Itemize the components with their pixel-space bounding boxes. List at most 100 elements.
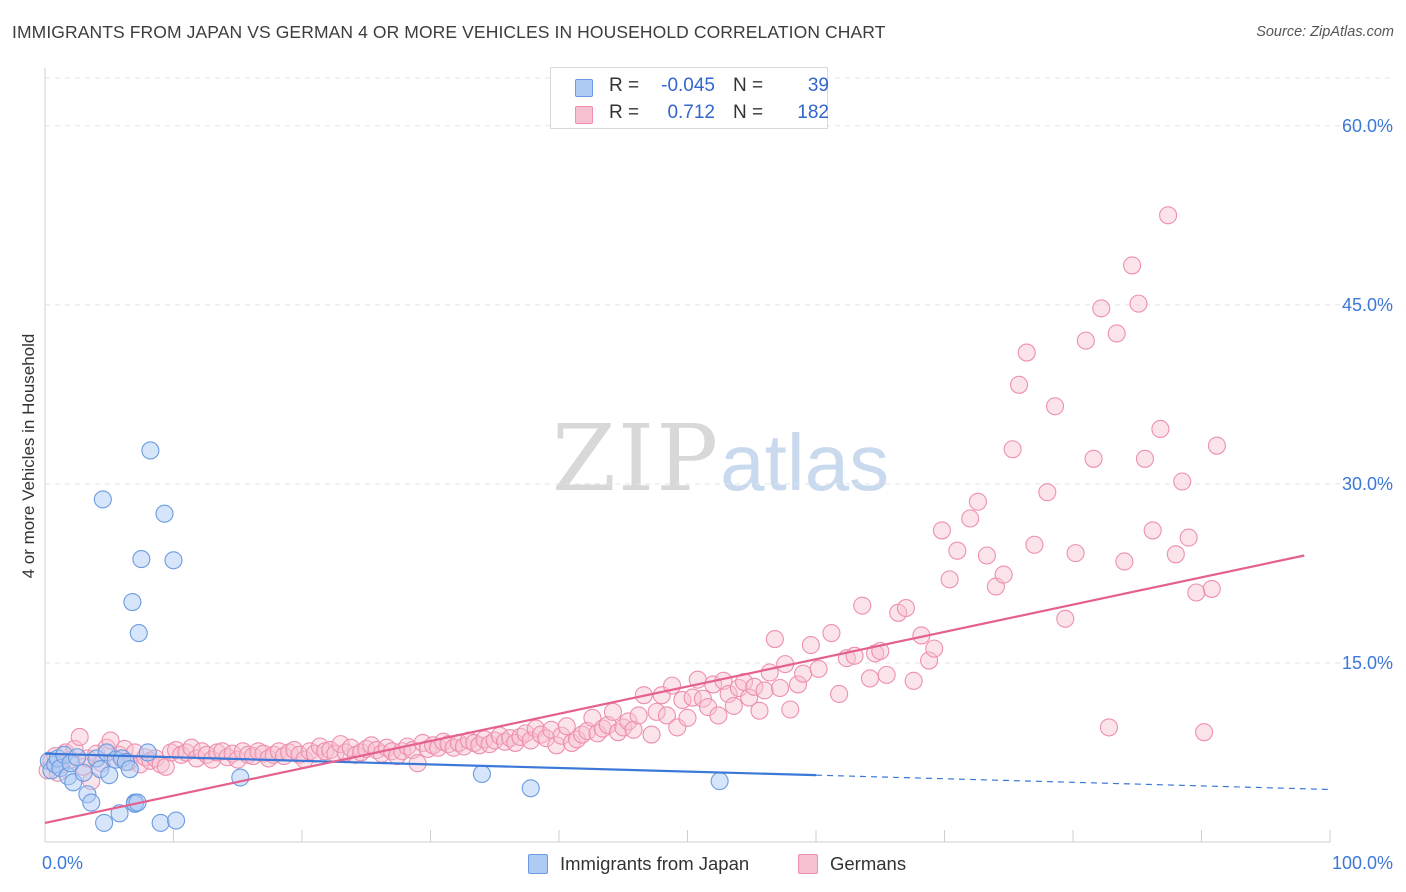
german-point bbox=[657, 706, 676, 725]
japan-trend-line bbox=[44, 752, 817, 777]
german-point bbox=[724, 696, 743, 715]
german-point bbox=[1056, 609, 1075, 628]
tick-labels: 15.0% 30.0% 45.0% 60.0% 0.0% 100.0% 4 or more … bbox=[19, 116, 1393, 873]
japan-point bbox=[74, 763, 93, 782]
german-point bbox=[1045, 397, 1065, 416]
n-label: N = bbox=[733, 102, 764, 123]
german-point bbox=[182, 738, 201, 757]
german-point bbox=[1159, 206, 1178, 225]
japan-point bbox=[95, 813, 114, 832]
german-point bbox=[1129, 294, 1148, 313]
japan-legend-label: Immigrants from Japan bbox=[560, 853, 750, 874]
german-point bbox=[1173, 472, 1192, 491]
german-point bbox=[1166, 545, 1185, 564]
german-point bbox=[1017, 343, 1036, 362]
x-tick-label: 100.0% bbox=[1332, 853, 1393, 873]
german-point bbox=[853, 596, 872, 615]
german-point bbox=[932, 521, 951, 540]
watermark-zip: ZIP bbox=[552, 405, 721, 512]
german-point bbox=[642, 725, 661, 744]
german-point bbox=[977, 546, 996, 565]
german-point bbox=[760, 663, 779, 682]
japan-point bbox=[151, 813, 170, 832]
japan-point bbox=[164, 551, 183, 570]
japan-point bbox=[93, 490, 112, 509]
german-point bbox=[719, 684, 738, 704]
german-swatch bbox=[575, 106, 593, 124]
german-point bbox=[629, 706, 648, 725]
german-point bbox=[1187, 583, 1206, 602]
german-point bbox=[948, 541, 967, 560]
german-point bbox=[1025, 535, 1044, 554]
japan-trend-extension bbox=[815, 774, 1331, 791]
japan-point bbox=[129, 624, 148, 643]
german-point bbox=[1135, 449, 1155, 468]
japan-point bbox=[120, 760, 139, 779]
german-point bbox=[709, 706, 728, 725]
german-point bbox=[755, 681, 774, 700]
german-point bbox=[940, 570, 959, 589]
german-point bbox=[750, 701, 769, 720]
grid-lines bbox=[45, 77, 1390, 664]
german-point bbox=[765, 630, 784, 649]
german-legend-label: Germans bbox=[830, 853, 907, 874]
japan-point bbox=[472, 764, 491, 784]
japan-point bbox=[68, 748, 87, 767]
y-tick-label: 45.0% bbox=[1342, 295, 1393, 315]
n-value: 182 bbox=[797, 102, 829, 123]
legend-row-german: R = 0.712 N = 182 bbox=[575, 101, 829, 127]
german-point bbox=[830, 684, 849, 704]
japan-point bbox=[155, 504, 174, 523]
german-point bbox=[547, 736, 566, 755]
german-point bbox=[1143, 521, 1162, 540]
german-point bbox=[1066, 544, 1085, 563]
german-point bbox=[788, 675, 808, 694]
german-point bbox=[1207, 436, 1226, 455]
japan-point bbox=[138, 743, 157, 762]
german-point bbox=[531, 725, 551, 744]
german-point bbox=[1179, 528, 1198, 547]
german-point bbox=[1003, 440, 1022, 459]
german-point bbox=[740, 688, 759, 707]
german-point bbox=[770, 678, 790, 698]
german-point bbox=[794, 664, 813, 683]
german-point bbox=[521, 731, 540, 750]
german-point bbox=[1151, 419, 1170, 439]
german-point bbox=[1076, 331, 1095, 350]
japan-points bbox=[39, 441, 729, 832]
japan-point bbox=[710, 772, 729, 791]
german-point bbox=[573, 725, 592, 744]
source-label: Source: ZipAtlas.com bbox=[1256, 24, 1394, 40]
german-point bbox=[994, 565, 1013, 584]
german-point bbox=[860, 669, 880, 688]
german-point bbox=[1092, 299, 1111, 318]
german-point bbox=[1123, 256, 1142, 275]
german-point bbox=[1115, 552, 1134, 571]
n-value: 39 bbox=[807, 75, 829, 96]
japan-point bbox=[100, 766, 119, 785]
y-tick-label: 60.0% bbox=[1342, 116, 1393, 136]
r-label: R = bbox=[609, 75, 640, 96]
japan-point bbox=[141, 441, 160, 460]
german-point bbox=[1038, 483, 1057, 502]
german-point bbox=[925, 639, 944, 658]
japan-point bbox=[167, 811, 186, 830]
watermark-atlas: atlas bbox=[720, 418, 890, 507]
german-point bbox=[896, 598, 916, 618]
german-point bbox=[624, 720, 643, 739]
german-point bbox=[259, 749, 278, 768]
japan-swatch bbox=[575, 79, 593, 97]
german-point bbox=[1202, 579, 1221, 598]
japan-legend-swatch bbox=[528, 854, 548, 874]
german-point bbox=[961, 509, 980, 528]
japan-point bbox=[123, 593, 142, 612]
german-point bbox=[1084, 449, 1103, 468]
german-point bbox=[321, 741, 340, 760]
german-point bbox=[801, 635, 820, 655]
german-point bbox=[781, 700, 800, 719]
german-point bbox=[920, 651, 939, 670]
german-trend-line bbox=[44, 554, 1305, 824]
german-point bbox=[156, 757, 175, 776]
german-point bbox=[1099, 718, 1119, 737]
